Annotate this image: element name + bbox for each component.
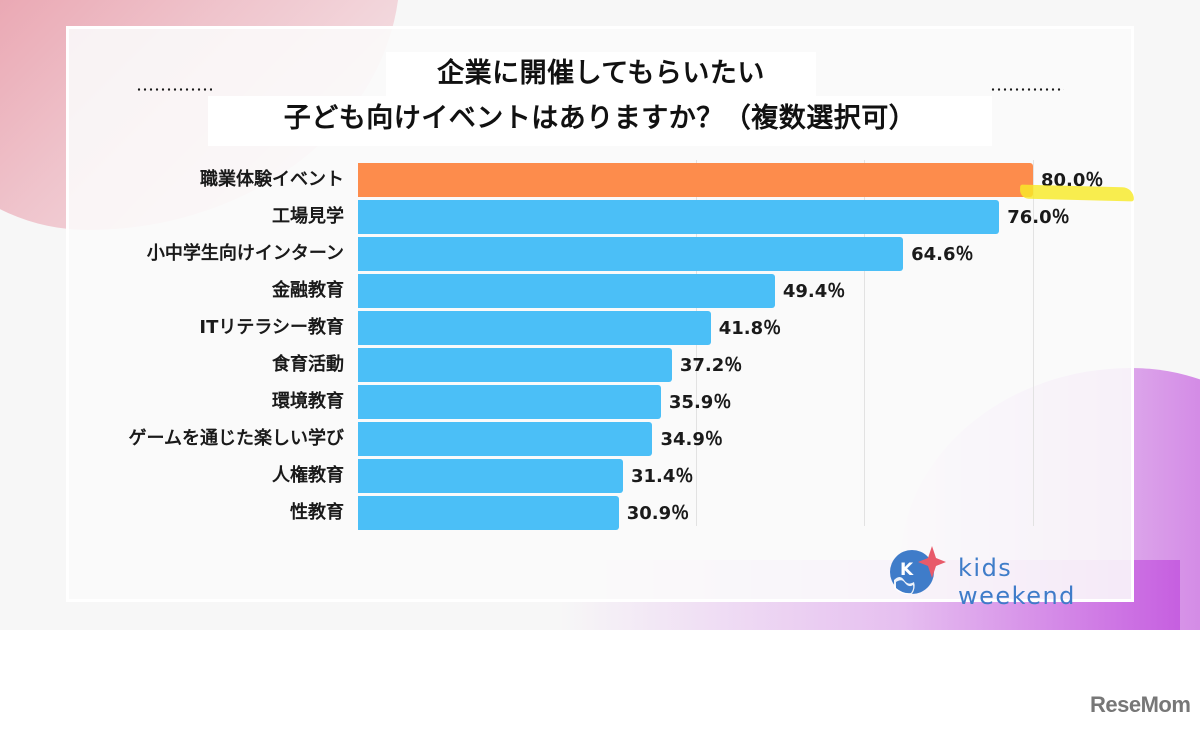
category-label: 金融教育 <box>272 280 344 301</box>
category-label: 食育活動 <box>272 354 344 375</box>
bar <box>358 348 672 382</box>
svg-text:K: K <box>900 560 914 580</box>
category-label: 環境教育 <box>272 391 344 412</box>
infographic-background: 企業に開催してもらいたい 子ども向けイベントはありますか？（複数選択可） 職業体… <box>0 0 1200 630</box>
value-label: 35.9％ <box>668 392 732 413</box>
category-label: 人権教育 <box>272 465 344 486</box>
category-label: ゲームを通じた楽しい学び <box>128 428 344 449</box>
value-label: 76.0％ <box>1007 207 1070 228</box>
bar <box>358 163 1033 197</box>
value-label: 64.6％ <box>911 244 974 265</box>
title-dotted-line-right <box>990 88 1064 91</box>
bar <box>358 459 623 493</box>
category-label: ITリテラシー教育 <box>199 317 344 338</box>
title-dotted-line-left <box>136 88 212 91</box>
bar <box>358 496 619 530</box>
gridline <box>864 160 866 526</box>
value-label: 31.4％ <box>630 466 694 487</box>
category-label: 小中学生向けインターン <box>146 243 344 264</box>
kids-weekend-logo-icon: K <box>890 546 946 595</box>
category-label: 性教育 <box>290 502 344 523</box>
category-label: 工場見学 <box>272 206 344 227</box>
value-label: 34.9％ <box>660 429 723 450</box>
kids-weekend-logo: K kids weekend <box>888 544 1128 610</box>
bar <box>358 385 661 419</box>
value-label: 49.4％ <box>782 281 846 302</box>
bar <box>358 311 711 345</box>
value-label: 41.8％ <box>718 318 782 339</box>
category-label: 職業体験イベント <box>200 169 344 190</box>
value-label: 30.9％ <box>626 503 690 524</box>
bar <box>358 422 653 456</box>
bar <box>358 237 904 271</box>
yellow-highlight-marker <box>1019 184 1135 202</box>
bar <box>358 274 775 308</box>
gridline <box>1033 160 1034 526</box>
chart-title-line1: 企業に開催してもらいたい <box>386 52 816 96</box>
kids-weekend-logo-text: kids weekend <box>958 554 1076 610</box>
value-label: 37.2％ <box>679 355 743 376</box>
resemom-watermark: ReseMom <box>1090 692 1191 717</box>
bar <box>358 200 1000 234</box>
chart-title-line2: 子ども向けイベントはありますか？（複数選択可） <box>208 96 992 146</box>
